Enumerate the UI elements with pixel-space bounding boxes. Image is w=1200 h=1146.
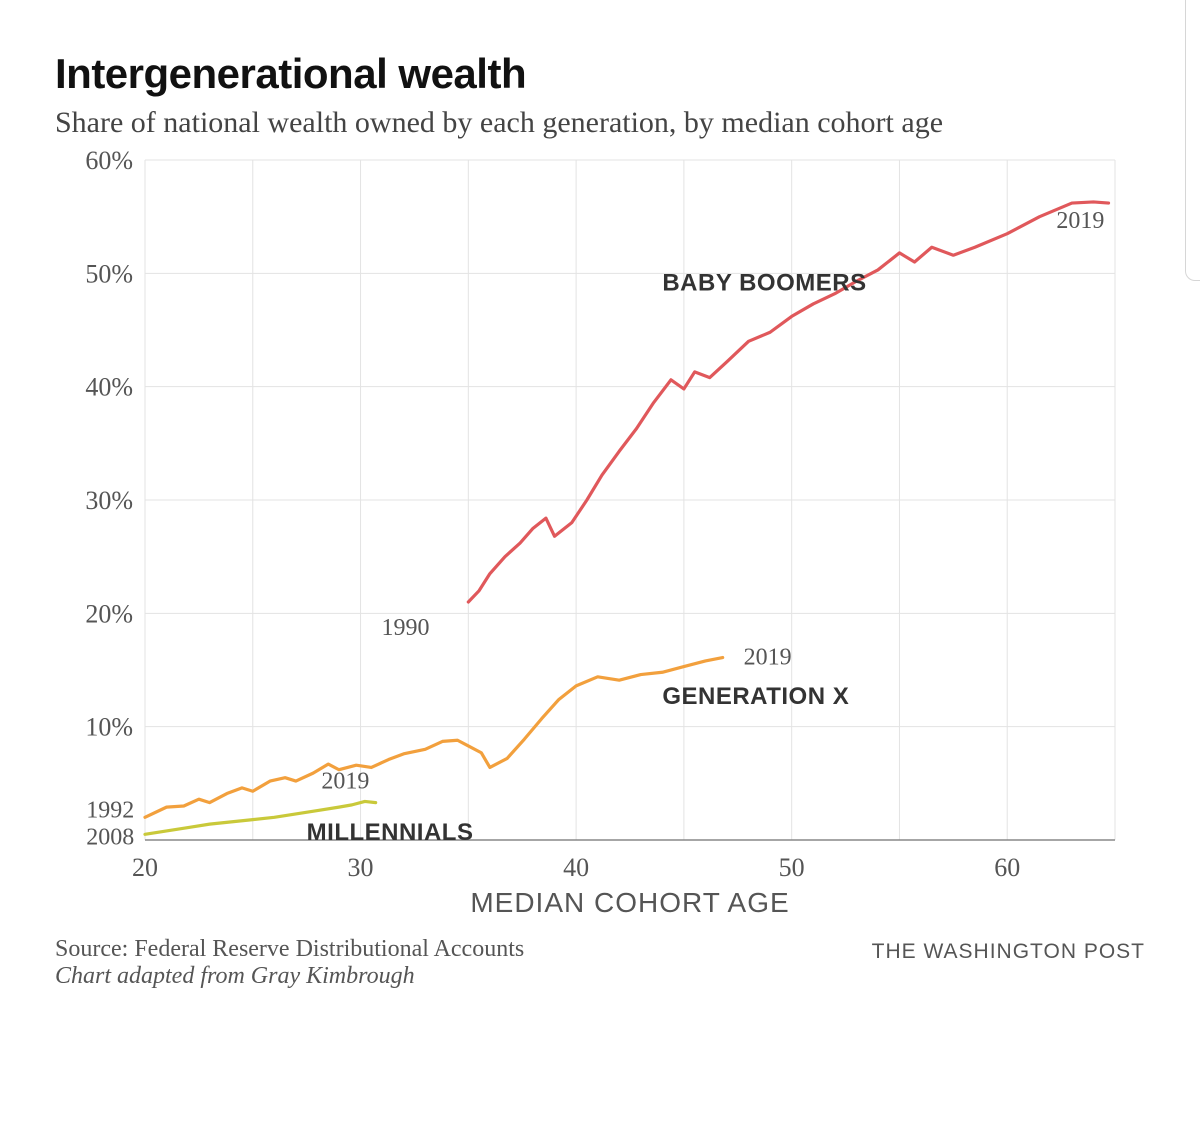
svg-text:40: 40 <box>563 853 589 882</box>
series-label-millennials: MILLENNIALS <box>307 818 474 845</box>
chart-source: Source: Federal Reserve Distributional A… <box>55 936 524 990</box>
series-label-boomers: BABY BOOMERS <box>662 269 866 296</box>
svg-text:60%: 60% <box>85 150 133 175</box>
screenshot-edge-decoration <box>1185 0 1200 281</box>
chart-area: 10% 20% 30% 40% 50% 60% 20 30 40 50 60 MEDIAN COHOR… <box>55 150 1145 930</box>
chart-footer: Source: Federal Reserve Distributional A… <box>55 936 1145 990</box>
start-label-boomers: 1990 <box>382 614 430 640</box>
chart-subtitle: Share of national wealth owned by each g… <box>55 104 1055 142</box>
svg-text:40%: 40% <box>85 372 133 401</box>
start-label-millennials: 2008 <box>86 824 134 850</box>
end-label-boomers: 2019 <box>1056 208 1104 234</box>
svg-text:20%: 20% <box>85 599 133 628</box>
svg-text:30%: 30% <box>85 486 133 515</box>
start-label-genx: 1992 <box>86 797 134 823</box>
series-genx <box>145 657 723 817</box>
svg-text:10%: 10% <box>85 712 133 741</box>
line-chart-svg: 10% 20% 30% 40% 50% 60% 20 30 40 50 60 MEDIAN COHOR… <box>55 150 1145 930</box>
chart-title: Intergenerational wealth <box>55 50 1145 98</box>
series-boomers <box>468 201 1108 601</box>
end-label-genx: 2019 <box>744 644 792 670</box>
publisher-credit: THE WASHINGTON POST <box>872 936 1145 964</box>
svg-text:30: 30 <box>348 853 374 882</box>
source-line-2: Chart adapted from Gray Kimbrough <box>55 963 524 990</box>
series-label-genx: GENERATION X <box>662 683 849 710</box>
svg-text:60: 60 <box>994 853 1020 882</box>
svg-text:50: 50 <box>779 853 805 882</box>
svg-text:20: 20 <box>132 853 158 882</box>
svg-text:MEDIAN COHORT AGE: MEDIAN COHORT AGE <box>470 887 789 918</box>
source-line-1: Source: Federal Reserve Distributional A… <box>55 936 524 963</box>
chart-page: Intergenerational wealth Share of nation… <box>0 0 1200 1146</box>
end-label-millennials: 2019 <box>321 768 369 794</box>
svg-text:50%: 50% <box>85 259 133 288</box>
